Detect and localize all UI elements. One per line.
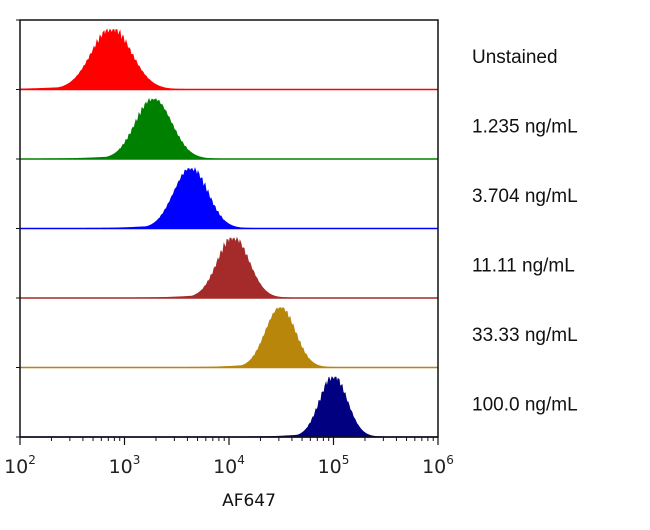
x-tick-label: 104 — [213, 453, 245, 478]
histogram-series-6 — [20, 376, 438, 438]
series-label-1: Unstained — [472, 47, 558, 68]
series-label-2: 1.235 ng/mL — [472, 117, 578, 138]
x-tick-label: 105 — [318, 453, 350, 478]
histogram-panels — [19, 28, 438, 438]
series-label-6: 100.0 ng/mL — [472, 395, 578, 416]
series-labels: Unstained 1.235 ng/mL 3.704 ng/mL 11.11 ng/… — [472, 47, 578, 416]
histogram-series-5 — [20, 306, 438, 368]
x-tick-label: 106 — [422, 453, 454, 478]
y-minor-ticks — [16, 19, 20, 438]
histogram-series-2 — [19, 97, 438, 160]
x-tick-label: 103 — [109, 453, 141, 478]
histogram-series-3 — [20, 167, 438, 229]
series-label-4: 11.11 ng/mL — [472, 256, 575, 277]
x-tick-label: 102 — [4, 453, 36, 478]
x-axis-title: AF647 — [222, 491, 276, 511]
series-label-5: 33.33 ng/mL — [472, 325, 578, 346]
histogram-series-1 — [19, 28, 438, 90]
histogram-series-4 — [20, 236, 438, 299]
series-label-3: 3.704 ng/mL — [472, 186, 578, 207]
x-axis-ticks: 102 103 104 105 106 — [4, 437, 454, 478]
